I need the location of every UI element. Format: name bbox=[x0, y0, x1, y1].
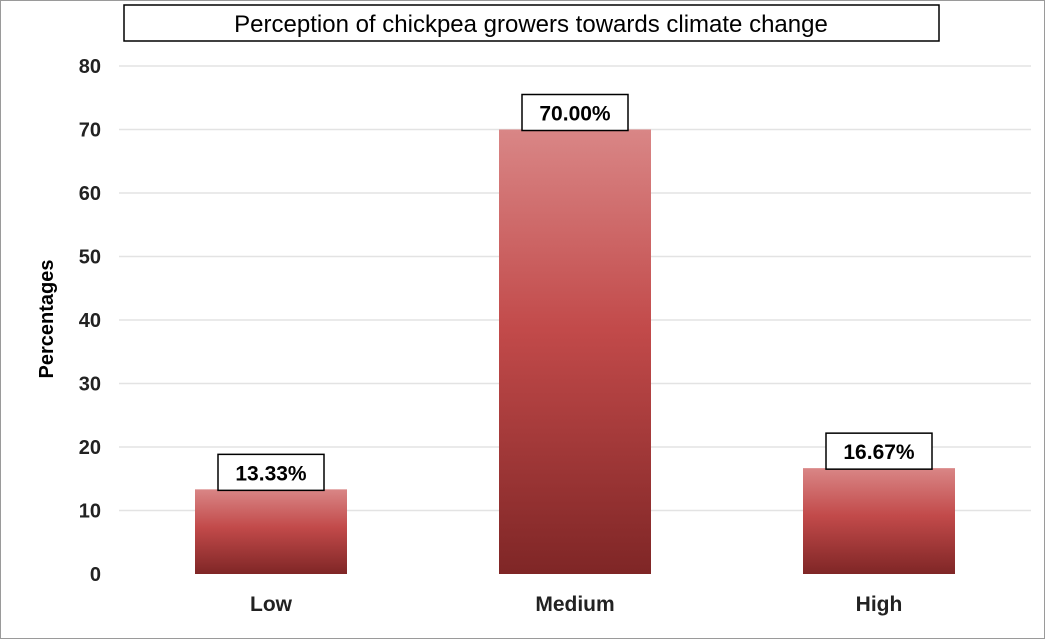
x-tick-label: High bbox=[856, 593, 903, 616]
y-tick-label: 70 bbox=[79, 120, 101, 142]
data-label-box bbox=[217, 453, 325, 492]
y-tick-label: 20 bbox=[79, 437, 101, 459]
chart-title-box: Perception of chickpea growers towards c… bbox=[123, 4, 940, 42]
data-labels: 13.33% 70.00% 16.67% bbox=[217, 93, 933, 492]
data-label-box bbox=[825, 432, 933, 470]
x-tick-label: Low bbox=[250, 593, 293, 616]
y-axis-ticks: 0 10 20 30 40 50 60 70 80 bbox=[79, 56, 101, 586]
y-tick-label: 10 bbox=[79, 501, 101, 523]
bar-high bbox=[803, 468, 955, 574]
y-tick-label: 30 bbox=[79, 374, 101, 396]
x-tick-label: Medium bbox=[535, 593, 614, 616]
y-axis-label: Percentages bbox=[36, 260, 58, 379]
bar-low bbox=[195, 489, 347, 574]
bars bbox=[195, 129, 955, 574]
data-label-text: 13.33% bbox=[235, 462, 307, 485]
data-label: 70.00% bbox=[521, 93, 629, 132]
bar-medium bbox=[499, 129, 651, 574]
chart-title: Perception of chickpea growers towards c… bbox=[234, 11, 828, 38]
x-axis-ticks: Low Medium High bbox=[250, 593, 902, 616]
data-label-text: 16.67% bbox=[843, 441, 915, 464]
data-label: 16.67% bbox=[825, 432, 933, 470]
y-tick-label: 50 bbox=[79, 247, 101, 269]
data-label-text: 70.00% bbox=[539, 103, 611, 126]
y-tick-label: 80 bbox=[79, 56, 101, 78]
y-tick-label: 40 bbox=[79, 310, 101, 332]
y-tick-label: 60 bbox=[79, 183, 101, 205]
y-tick-label: 0 bbox=[90, 564, 101, 586]
data-label-box bbox=[521, 93, 629, 132]
data-label: 13.33% bbox=[217, 453, 325, 492]
